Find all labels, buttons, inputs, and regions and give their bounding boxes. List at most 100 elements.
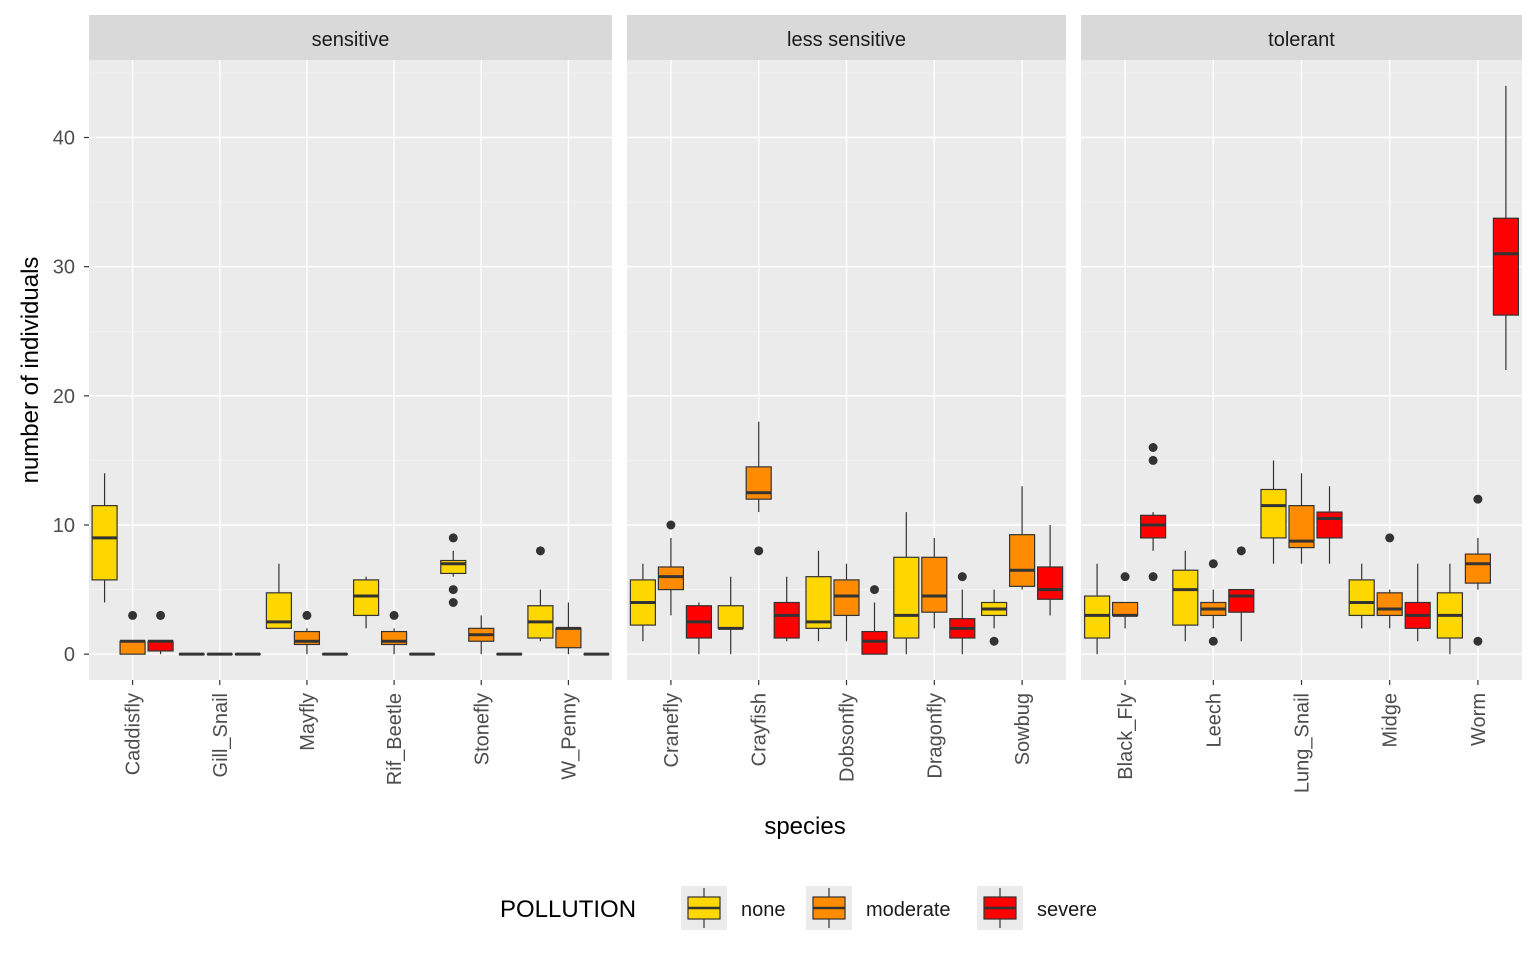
box-Worm-severe (1492, 85, 1520, 370)
x-tick-label: Dobsonfly (837, 693, 859, 782)
outlier-point (1236, 546, 1246, 556)
outlier-point (448, 585, 458, 595)
box-Midge-none (1348, 563, 1375, 629)
x-tick-label: Worm (1468, 693, 1490, 746)
species-group-Crayfish (717, 421, 800, 655)
species-group-Rif_Beetle (352, 576, 436, 656)
box-Crayfish-moderate (745, 421, 772, 556)
outlier-point (1473, 494, 1483, 504)
box-body (352, 579, 380, 617)
box-body (833, 579, 860, 617)
box-Dragonfly-none (893, 512, 920, 655)
x-tick-label: Crayfish (749, 693, 771, 766)
box-body (805, 576, 832, 629)
x-tick-label: Mayfly (297, 693, 319, 751)
box-Midge-severe (1404, 563, 1431, 642)
x-tick-label: Lung_Snail (1292, 693, 1314, 793)
box-body (861, 630, 888, 655)
box-body (1139, 514, 1167, 539)
box-body (921, 556, 948, 613)
box-Crayfish-none (717, 576, 744, 655)
legend-label-severe: severe (1037, 899, 1097, 921)
box-body (1111, 601, 1139, 617)
panel-background (89, 60, 612, 680)
box-body (1316, 511, 1343, 539)
species-group-Sowbug (980, 486, 1064, 646)
box-Dragonfly-moderate (921, 537, 948, 629)
x-tick-label: Black_Fly (1115, 693, 1137, 780)
legend-item-severe: severe (977, 886, 1097, 930)
legend-item-moderate: moderate (806, 886, 951, 930)
box-Dobsonfly-severe (861, 585, 888, 655)
facet-panel-tolerant: tolerant Black_Fly Leech Lung_Snail Midge Wor… (1081, 15, 1522, 793)
facet-strip (627, 15, 1066, 60)
species-group-Midge (1348, 533, 1431, 642)
box-Worm-none (1436, 563, 1464, 655)
box-Rif_Beetle-moderate (380, 610, 408, 655)
outlier-point (1208, 636, 1218, 646)
facet-strip-label: tolerant (1268, 29, 1335, 51)
outlier-point (1385, 533, 1395, 543)
legend: POLLUTION none moderate severe (500, 886, 1097, 930)
outlier-point (666, 520, 676, 530)
species-group-Worm (1436, 85, 1520, 655)
box-body (1083, 595, 1111, 639)
box-Dragonfly-severe (949, 572, 976, 655)
box-Mayfly-moderate (293, 610, 321, 655)
box-Cranefly-severe (685, 602, 713, 655)
box-Dobsonfly-moderate (833, 563, 860, 642)
species-group-Caddisfly (91, 473, 174, 655)
outlier-point (389, 610, 399, 620)
box-body (1228, 588, 1255, 613)
box-Rif_Beetle-none (352, 576, 380, 629)
outlier-point (302, 610, 312, 620)
box-body (1492, 217, 1520, 316)
outlier-point (448, 598, 458, 607)
facet-panel-sensitive: sensitive Caddisfly Gill_Snail Mayfly Rif_Be… (89, 15, 612, 785)
box-body (1036, 566, 1064, 600)
box-Leech-severe (1228, 546, 1255, 642)
species-group-Mayfly (265, 563, 349, 656)
species-group-Stonefly (440, 533, 523, 656)
x-tick-label: Midge (1380, 693, 1402, 747)
legend-label-none: none (741, 899, 786, 921)
species-group-Dragonfly (893, 512, 976, 655)
box-Caddisfly-severe (147, 610, 174, 655)
y-tick-label: 20 (53, 386, 75, 408)
facet-panels: sensitive Caddisfly Gill_Snail Mayfly Rif_Be… (89, 15, 1522, 793)
box-Mayfly-none (265, 563, 293, 629)
box-body (1260, 488, 1287, 539)
facet-strip (89, 15, 612, 60)
y-axis-title: number of individuals (17, 257, 44, 484)
species-group-W_Penny (527, 546, 610, 656)
box-Stonefly-moderate (468, 615, 495, 655)
x-tick-label: Sowbug (1012, 693, 1034, 765)
outlier-point (1148, 572, 1158, 582)
outlier-point (1473, 636, 1483, 646)
box-body (1172, 569, 1199, 626)
box-body (1008, 534, 1036, 587)
box-Sowbug-none (980, 589, 1008, 646)
box-body (555, 627, 582, 649)
box-body (91, 505, 118, 581)
box-Lung_Snail-moderate (1288, 473, 1315, 564)
outlier-point (754, 546, 764, 556)
y-tick-label: 10 (53, 515, 75, 537)
species-group-Cranefly (629, 520, 713, 655)
legend-item-none: none (681, 886, 786, 930)
box-Crayfish-severe (773, 576, 800, 642)
box-body (893, 556, 920, 639)
facet-panel-less-sensitive: less sensitive Cranefly Crayfish Dobsonfly D… (627, 15, 1066, 782)
outlier-point (535, 546, 545, 556)
y-axis: 0 10 20 30 40 (53, 128, 89, 666)
box-Black_Fly-moderate (1111, 572, 1139, 629)
x-tick-label: Stonefly (471, 693, 493, 765)
box-Cranefly-moderate (657, 520, 685, 616)
box-Worm-moderate (1464, 494, 1492, 646)
box-Black_Fly-none (1083, 563, 1111, 655)
box-body (119, 640, 146, 655)
box-W_Penny-moderate (555, 602, 582, 655)
x-axis-title: species (764, 813, 845, 840)
x-tick-label: Rif_Beetle (384, 693, 406, 785)
